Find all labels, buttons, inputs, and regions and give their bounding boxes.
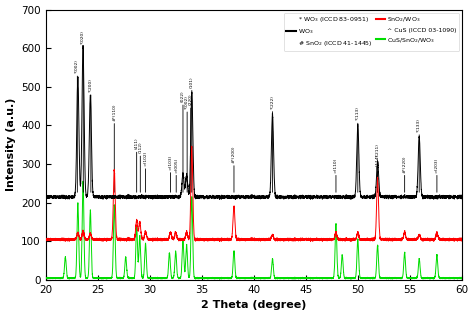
Text: *(002): *(002) bbox=[185, 95, 189, 109]
Text: >(203): >(203) bbox=[435, 157, 439, 173]
Text: *(133): *(133) bbox=[417, 118, 421, 132]
Text: >(103): >(103) bbox=[168, 155, 173, 170]
Text: >(102): >(102) bbox=[144, 151, 147, 166]
Text: *(200): *(200) bbox=[89, 78, 93, 92]
Text: >(114): >(114) bbox=[375, 154, 380, 169]
Text: #*(200): #*(200) bbox=[232, 145, 236, 163]
Text: (220): (220) bbox=[189, 94, 193, 105]
Y-axis label: Intensity (a.u.): Intensity (a.u.) bbox=[6, 98, 16, 191]
Text: >(110): >(110) bbox=[334, 157, 338, 173]
Text: (411): (411) bbox=[135, 138, 139, 149]
Text: #*(110): #*(110) bbox=[112, 103, 116, 121]
Text: *(211): *(211) bbox=[375, 143, 380, 157]
Text: >(005): >(005) bbox=[174, 157, 178, 173]
Text: #*(220): #*(220) bbox=[402, 155, 407, 173]
Text: *(113): *(113) bbox=[356, 106, 360, 120]
Text: (112): (112) bbox=[138, 142, 142, 153]
Text: (101): (101) bbox=[190, 76, 194, 88]
Text: *(222): *(222) bbox=[271, 95, 274, 109]
Text: *(020): *(020) bbox=[81, 30, 85, 44]
Text: (022): (022) bbox=[181, 91, 185, 102]
X-axis label: 2 Theta (degree): 2 Theta (degree) bbox=[201, 301, 306, 310]
Legend: * WO$_3$ (ICCD 83-0951), WO$_3$, # SnO$_2$ (ICCD 41-1445), SnO$_2$/WO$_3$, ^ CuS: * WO$_3$ (ICCD 83-0951), WO$_3$, # SnO$_… bbox=[284, 13, 459, 51]
Text: *(002): *(002) bbox=[75, 59, 79, 73]
